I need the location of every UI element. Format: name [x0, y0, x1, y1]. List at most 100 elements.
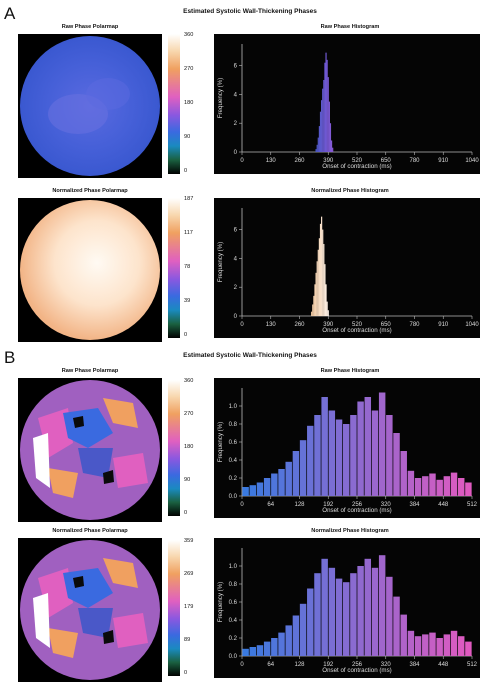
x-tick-label: 910	[438, 322, 449, 328]
histogram-bar	[400, 614, 407, 656]
histogram-bar	[330, 140, 333, 152]
histogram-bar	[314, 284, 316, 316]
histogram-bar	[325, 52, 327, 152]
polarmap-title-a1: Raw Phase Polarmap	[61, 24, 119, 30]
histogram-bar	[357, 401, 364, 496]
histogram-bar	[307, 425, 314, 496]
histogram-bar	[314, 415, 321, 496]
x-axis-label: Onset of contraction (ms)	[322, 327, 391, 334]
histogram-bar	[314, 573, 321, 656]
histogram-bar	[436, 638, 443, 656]
colorbar-tick: 90	[184, 134, 191, 140]
histogram-bar	[350, 573, 357, 656]
histogram-bar	[371, 567, 379, 656]
histogram-bar	[242, 487, 249, 496]
histogram-bar	[386, 576, 393, 656]
histogram-bar	[324, 264, 326, 316]
histogram-bar	[422, 476, 429, 496]
histogram-bar	[322, 229, 324, 316]
colorbar-a2	[168, 198, 180, 338]
x-tick-label: 256	[352, 662, 363, 668]
histogram-bar	[429, 473, 436, 496]
polarmap-a1	[18, 34, 162, 178]
colorbar-b1	[168, 380, 180, 516]
x-tick-label: 0	[240, 502, 244, 508]
histogram-bar	[364, 558, 372, 656]
x-axis-label: Onset of contraction (ms)	[322, 163, 391, 170]
histogram-bar	[328, 410, 336, 496]
x-tick-label: 260	[294, 158, 305, 164]
x-tick-label: 780	[409, 158, 420, 164]
histogram-bar	[318, 126, 321, 152]
colorbar-tick: 180	[184, 444, 194, 450]
y-tick-label: 1.0	[229, 564, 238, 570]
colorbar-tick: 359	[184, 538, 194, 544]
histogram-bar	[436, 479, 443, 496]
x-tick-label: 384	[409, 502, 420, 508]
histogram-bar	[378, 555, 386, 656]
colorbar-tick: 270	[184, 411, 194, 417]
y-tick-label: 6	[234, 228, 238, 234]
y-axis-label: Frequency (%)	[217, 422, 224, 463]
x-tick-label: 512	[467, 662, 478, 668]
colorbar-tick: 180	[184, 100, 194, 106]
colorbar-tick: 90	[184, 477, 191, 483]
histogram-bar	[457, 478, 465, 496]
histogram-bar	[249, 647, 257, 656]
colorbar-tick: 360	[184, 32, 194, 38]
x-tick-label: 130	[266, 158, 277, 164]
histogram-bar	[327, 310, 329, 316]
x-tick-label: 520	[352, 158, 363, 164]
histogram-bar	[326, 301, 328, 316]
polarmap-b2	[18, 538, 162, 682]
x-tick-label: 130	[266, 322, 277, 328]
histogram-bar	[407, 630, 415, 656]
histogram-bar	[457, 636, 465, 656]
x-tick-label: 0	[240, 662, 244, 668]
y-tick-label: 0.6	[229, 600, 238, 606]
colorbar-tick: 0	[184, 510, 188, 516]
figure-title-a: Estimated Systolic Wall-Thickening Phase…	[183, 8, 317, 15]
histogram-bar	[328, 101, 330, 152]
histogram-bar	[443, 634, 451, 656]
histogram-bar	[414, 478, 422, 496]
x-axis-label: Onset of contraction (ms)	[322, 667, 391, 674]
colorbar-tick: 0	[184, 168, 188, 174]
colorbar-b2	[168, 540, 180, 676]
x-tick-label: 260	[294, 322, 305, 328]
histogram-bar	[263, 641, 271, 656]
histogram-bar	[357, 566, 364, 656]
colorbar-tick: 269	[184, 571, 194, 577]
histogram-b2: 0 64 128 192 256 320 384 448 512 0.0 0.2 0.4 0.6 0.8 1…	[214, 538, 480, 678]
x-tick-label: 192	[323, 502, 334, 508]
histogram-bar	[278, 632, 285, 656]
colorbar-tick: 270	[184, 66, 194, 72]
histogram-bar	[400, 451, 407, 496]
colorbar-tick: 179	[184, 604, 194, 610]
histogram-bar	[323, 80, 325, 152]
histogram-bar	[429, 632, 436, 656]
x-tick-label: 448	[438, 662, 449, 668]
histogram-bar	[342, 582, 350, 656]
x-tick-label: 64	[267, 662, 274, 668]
y-axis-label: Frequency (%)	[217, 78, 224, 119]
histogram-bar	[285, 625, 292, 656]
histogram-bar	[324, 62, 326, 152]
histogram-title-b1: Raw Phase Histogram	[320, 368, 380, 374]
histogram-bar	[307, 588, 314, 656]
histogram-bar	[317, 249, 319, 316]
histogram-bar	[465, 641, 472, 656]
histogram-bar	[386, 415, 393, 496]
colorbar-tick: 360	[184, 378, 194, 384]
polarmap-b1	[18, 378, 162, 522]
y-tick-label: 0.8	[229, 582, 238, 588]
colorbar-tick: 78	[184, 264, 191, 270]
y-tick-label: 0.0	[229, 494, 238, 500]
x-tick-label: 448	[438, 502, 449, 508]
panel-letter-a: A	[4, 4, 16, 23]
histogram-bar	[263, 478, 271, 496]
y-tick-label: 2	[234, 285, 238, 291]
histogram-bar	[271, 638, 278, 656]
histogram-bar	[316, 144, 318, 152]
polarmap-a2	[18, 198, 162, 342]
